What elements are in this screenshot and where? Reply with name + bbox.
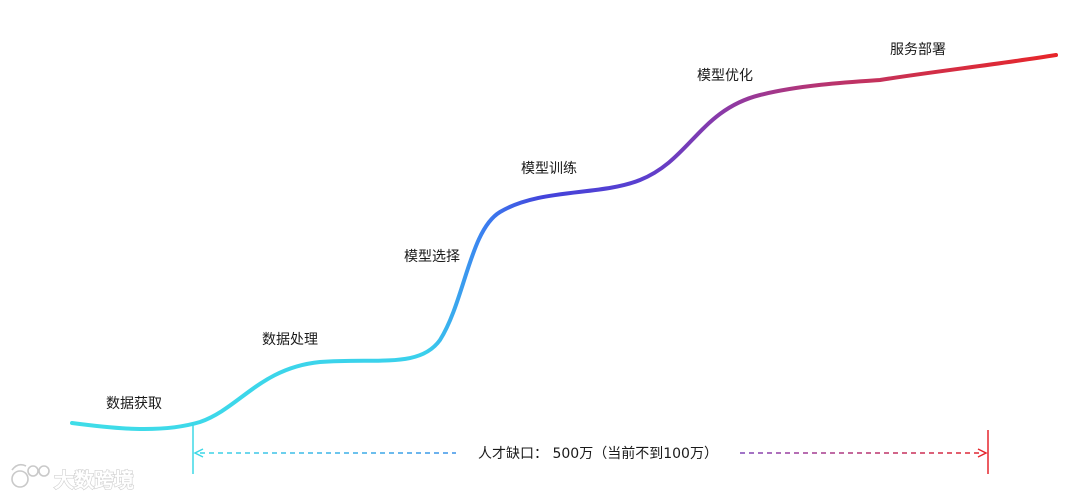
stage-label-data-processing: 数据处理 [262,332,318,348]
gap-arrow-right-icon [977,448,988,458]
watermark-text: 大数跨境 [54,468,134,492]
stage-label-data-acquisition: 数据获取 [106,396,162,412]
stage-label-model-selection: 模型选择 [404,249,460,265]
growth-curve [70,53,1058,431]
gap-arrow-left-icon [193,448,204,458]
stage-label-service-deployment: 服务部署 [890,42,946,58]
stage-label-model-training: 模型训练 [521,161,577,177]
watermark-logo-icon [11,463,50,488]
stage-label-model-optimization: 模型优化 [697,68,753,84]
talent-gap-label: 人才缺口： 500万（当前不到100万） [478,445,718,462]
